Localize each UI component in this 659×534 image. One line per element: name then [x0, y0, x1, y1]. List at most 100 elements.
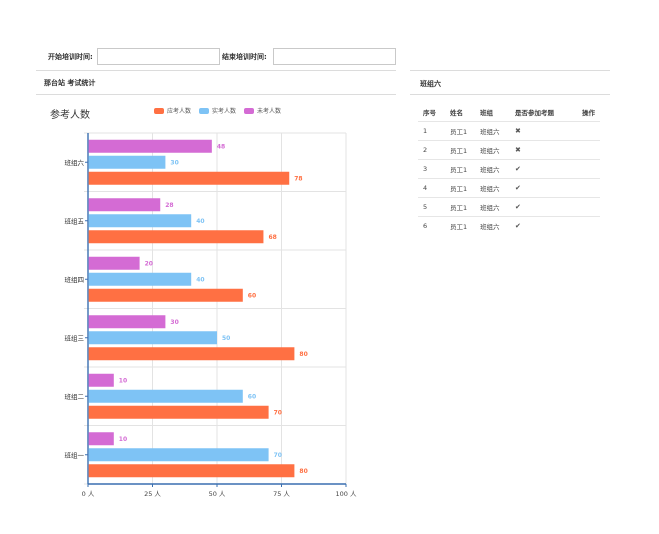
cell-name: 员工1	[445, 121, 475, 141]
cell-index: 2	[418, 140, 445, 160]
y-category-label: 班组三	[65, 333, 85, 342]
bar	[88, 432, 114, 446]
data-label: 70	[274, 410, 282, 417]
data-label: 40	[196, 277, 204, 284]
cell-group: 班组六	[475, 140, 510, 160]
data-label: 10	[119, 378, 127, 385]
data-label: 80	[299, 468, 307, 475]
left-panel-header-divider	[36, 94, 396, 95]
cell-group: 班组六	[475, 216, 510, 235]
bar	[88, 347, 295, 361]
cell-actions[interactable]	[577, 197, 600, 217]
cell-actions[interactable]	[577, 121, 600, 141]
table-row: 1 员工1 班组六 ✖	[418, 121, 600, 141]
bar	[88, 448, 269, 462]
bar	[88, 272, 192, 286]
cell-actions[interactable]	[577, 216, 600, 235]
cross-icon: ✖	[515, 146, 521, 154]
attendance-table: 序号 姓名 班组 是否参加考题 操作 1 员工1 班组六 ✖ 2 员工1 班组六 ✖ 3 员工1 班…	[418, 103, 600, 235]
end-time-label: 结束培训时间:	[222, 53, 267, 61]
table-header-row: 序号 姓名 班组 是否参加考题 操作	[418, 103, 600, 122]
bar	[88, 214, 192, 228]
bar	[88, 389, 243, 403]
data-label: 20	[145, 261, 153, 268]
y-category-label: 班组六	[65, 158, 85, 167]
left-panel-top-divider	[36, 70, 396, 71]
x-tick-label: 75 人	[273, 490, 290, 498]
data-label: 30	[170, 160, 178, 167]
column-header-actions: 操作	[582, 109, 595, 117]
cell-name: 员工1	[445, 178, 475, 198]
y-category-label: 班组五	[65, 216, 85, 225]
y-category-label: 班组一	[65, 450, 85, 459]
cell-actions[interactable]	[577, 140, 600, 160]
data-label: 60	[248, 293, 256, 300]
bar	[88, 405, 269, 419]
check-icon: ✔	[515, 222, 521, 230]
bar	[88, 198, 161, 212]
bar	[88, 373, 114, 387]
check-icon: ✔	[515, 184, 521, 192]
cell-actions[interactable]	[577, 178, 600, 198]
cell-group: 班组六	[475, 197, 510, 217]
data-label: 78	[294, 176, 302, 183]
cell-group: 班组六	[475, 178, 510, 198]
chart-title: 参考人数	[50, 110, 90, 121]
end-time-input[interactable]	[273, 48, 396, 65]
data-label: 60	[248, 394, 256, 401]
bar	[88, 288, 243, 302]
cell-attended: ✔	[510, 216, 577, 235]
data-label: 28	[165, 202, 173, 209]
x-tick-label: 50 人	[209, 490, 226, 498]
cell-attended: ✔	[510, 178, 577, 198]
bar	[88, 256, 140, 270]
right-panel-header-divider	[410, 94, 610, 95]
table-row: 2 员工1 班组六 ✖	[418, 140, 600, 160]
legend-item[interactable]: 未考人数	[244, 106, 281, 115]
data-label: 10	[119, 436, 127, 443]
cell-index: 6	[418, 216, 445, 235]
legend-swatch	[244, 107, 255, 114]
right-panel-top-divider	[410, 70, 610, 71]
legend-label: 应考人数	[167, 108, 192, 115]
y-category-label: 班组四	[65, 275, 85, 284]
cell-index: 5	[418, 197, 445, 217]
cell-name: 员工1	[445, 216, 475, 235]
table-row: 4 员工1 班组六 ✔	[418, 178, 600, 198]
x-tick-label: 100 人	[336, 490, 357, 498]
column-header-attended: 是否参加考题	[515, 109, 554, 117]
data-label: 48	[217, 144, 225, 151]
cell-index: 1	[418, 121, 445, 141]
bar	[88, 315, 166, 329]
chart-legend: 应考人数 实考人数 未考人数	[154, 106, 289, 115]
data-label: 80	[299, 351, 307, 358]
bar	[88, 331, 217, 345]
column-header-index: 序号	[423, 109, 436, 117]
right-panel-title: 班组六	[420, 80, 441, 88]
legend-item[interactable]: 实考人数	[199, 106, 236, 115]
table-row: 3 员工1 班组六 ✔	[418, 159, 600, 179]
data-label: 40	[196, 218, 204, 225]
cell-name: 员工1	[445, 159, 475, 179]
cell-name: 员工1	[445, 140, 475, 160]
legend-swatch	[154, 107, 164, 114]
bar	[88, 464, 295, 478]
data-label: 68	[268, 234, 276, 241]
cell-index: 4	[418, 178, 445, 198]
cell-attended: ✖	[510, 121, 577, 141]
start-time-label: 开始培训时间:	[48, 53, 93, 61]
bar	[88, 171, 290, 185]
cell-actions[interactable]	[577, 159, 600, 179]
x-tick-label: 25 人	[144, 490, 161, 498]
start-time-input[interactable]	[97, 48, 220, 65]
check-icon: ✔	[515, 203, 521, 211]
column-header-group: 班组	[480, 109, 493, 117]
y-category-label: 班组二	[65, 392, 85, 401]
legend-item[interactable]: 应考人数	[154, 106, 191, 115]
legend-swatch	[199, 107, 210, 114]
data-label: 70	[274, 452, 282, 459]
cell-group: 班组六	[475, 121, 510, 141]
cell-name: 员工1	[445, 197, 475, 217]
legend-label: 未考人数	[257, 108, 282, 115]
